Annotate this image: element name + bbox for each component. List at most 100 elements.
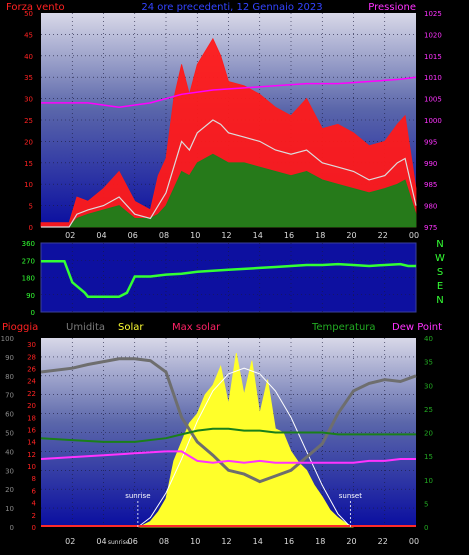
solar-x-tick-label: 00	[409, 537, 419, 546]
solar-title: Solar	[118, 322, 144, 333]
humidity-y-tick-label: 40	[5, 448, 14, 456]
direction-y-tick-label: 270	[22, 257, 35, 265]
humidity-y-tick-label: 10	[5, 505, 14, 513]
temperature-y-tick-label: 40	[424, 335, 433, 343]
wind-x-tick-label: 14	[253, 231, 263, 240]
wind-x-tick-label: 16	[284, 231, 294, 240]
rain-y-tick-label: 14	[27, 439, 36, 447]
humidity-y-tick-label: 50	[5, 430, 14, 438]
temperature-y-tick-label: 25	[424, 406, 433, 414]
direction-y-tick-label: 0	[31, 309, 35, 317]
compass-letter: S	[437, 267, 443, 278]
temperature-y-tick-label: 30	[424, 382, 433, 390]
pressure-title: Pressione	[368, 2, 416, 13]
humidity-y-tick-label: 100	[1, 335, 14, 343]
humidity-y-tick-label: 80	[5, 373, 14, 381]
solar-x-tick-label: 06	[128, 537, 138, 546]
temperature-y-tick-label: 20	[424, 430, 433, 438]
solar-x-tick-label: 02	[65, 537, 75, 546]
humidity-title: Umidita	[66, 322, 105, 333]
wind-x-tick-label: 20	[346, 231, 356, 240]
wind-x-tick-label: 18	[315, 231, 325, 240]
wind-x-tick-label: 08	[159, 231, 169, 240]
sunset-label: sunset	[339, 492, 362, 500]
wind-y-tick-label: 40	[24, 53, 33, 61]
rain-y-tick-label: 28	[27, 353, 36, 361]
direction-y-tick-label: 360	[22, 240, 35, 248]
rain-y-tick-label: 24	[27, 378, 36, 386]
wind-title: Forza vento	[6, 2, 65, 13]
max-solar-curve	[137, 367, 351, 528]
wind-y-tick-label: 35	[24, 74, 33, 82]
wind-x-tick-label: 00	[409, 231, 419, 240]
direction-y-tick-label: 180	[22, 275, 35, 283]
pressure-y-tick-label: 1005	[424, 96, 442, 104]
solar-radiation-area	[139, 353, 354, 528]
pressure-line	[41, 76, 417, 108]
solar-x-tick-label: 18	[315, 537, 325, 546]
wind-x-tick-label: 22	[378, 231, 388, 240]
pressure-y-tick-label: 975	[424, 224, 437, 232]
rain-y-tick-label: 10	[27, 463, 36, 471]
pressure-y-tick-label: 995	[424, 138, 437, 146]
solar-x-tick-label: 04	[96, 537, 106, 546]
rain-y-tick-label: 6	[32, 487, 37, 495]
pressure-y-tick-label: 985	[424, 181, 437, 189]
solar-x-tick-label: 20	[346, 537, 356, 546]
compass-letter: N	[436, 239, 443, 250]
pressure-y-tick-label: 1010	[424, 74, 442, 82]
temperature-y-tick-label: 0	[424, 524, 428, 532]
date-title: 24 ore precedenti, 12 Gennaio 2023	[141, 2, 322, 13]
wind-y-tick-label: 30	[24, 96, 33, 104]
pressure-y-tick-label: 1015	[424, 53, 442, 61]
direction-y-tick-label: 90	[26, 292, 35, 300]
temperature-y-tick-label: 15	[424, 453, 433, 461]
rain-y-tick-label: 8	[32, 475, 36, 483]
humidity-y-tick-label: 0	[10, 524, 14, 532]
solar-x-tick-label: 12	[221, 537, 231, 546]
wind-x-tick-label: 02	[65, 231, 75, 240]
wind-average-area	[41, 153, 417, 228]
wind-y-tick-label: 10	[24, 181, 33, 189]
rain-y-tick-label: 2	[32, 512, 36, 520]
solar-x-tick-label: sunrise	[108, 539, 130, 546]
humidity-y-tick-label: 20	[5, 486, 14, 494]
solar-x-tick-label: 14	[253, 537, 263, 546]
compass-letter: N	[436, 295, 443, 306]
solar-x-tick-label: 10	[190, 537, 200, 546]
rain-y-tick-label: 4	[32, 500, 37, 508]
temperature-y-tick-label: 35	[424, 359, 433, 367]
humidity-y-tick-label: 90	[5, 354, 14, 362]
rain-y-tick-label: 22	[27, 390, 36, 398]
solar-x-tick-label: 08	[159, 537, 169, 546]
solar-x-tick-label: 22	[378, 537, 388, 546]
wind-y-tick-label: 15	[24, 160, 33, 168]
temperature-y-tick-label: 10	[424, 477, 433, 485]
humidity-y-tick-label: 30	[5, 467, 14, 475]
rain-y-tick-label: 20	[27, 402, 36, 410]
rain-y-tick-label: 18	[27, 414, 36, 422]
wind-x-tick-label: 10	[190, 231, 200, 240]
compass-letter: E	[437, 281, 443, 292]
wind-y-tick-label: 5	[29, 203, 33, 211]
pressure-y-tick-label: 980	[424, 203, 437, 211]
wind-x-tick-label: 12	[221, 231, 231, 240]
wind-y-tick-label: 45	[24, 31, 33, 39]
rain-y-tick-label: 26	[27, 365, 36, 373]
humidity-y-tick-label: 60	[5, 411, 14, 419]
pressure-y-tick-label: 1020	[424, 31, 442, 39]
temperature-title: Temperatura	[311, 322, 376, 333]
pressure-y-tick-label: 990	[424, 160, 437, 168]
pressure-y-tick-label: 1025	[424, 10, 442, 18]
wind-direction-line	[41, 259, 416, 298]
wind-y-tick-label: 0	[29, 224, 33, 232]
max-solar-title: Max solar	[172, 322, 221, 333]
wind-y-tick-label: 20	[24, 138, 33, 146]
wind-x-tick-label: 06	[128, 231, 138, 240]
rain-y-tick-label: 12	[27, 451, 36, 459]
wind-y-tick-label: 50	[24, 10, 33, 18]
dewpoint-line	[40, 450, 416, 464]
compass-letter: W	[435, 253, 445, 264]
dewpoint-title: Dew Point	[392, 322, 442, 333]
